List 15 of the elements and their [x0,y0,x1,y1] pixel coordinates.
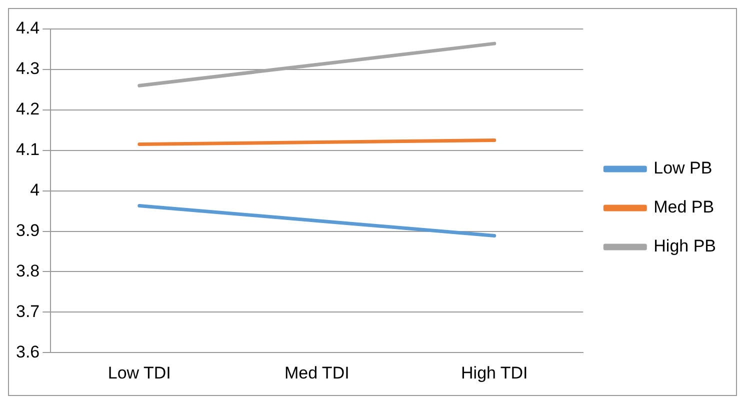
y-tick-label: 3.7 [16,302,40,321]
y-tick-label: 4.1 [16,140,40,160]
y-tick-label: 3.8 [16,261,40,280]
x-tick-label: Low TDI [108,363,171,382]
y-tick-label: 4 [30,180,40,200]
legend-label: High PB [654,236,716,256]
y-tick-label: 3.6 [16,342,40,362]
y-tick-label: 4.2 [16,100,40,119]
y-tick-label: 4.4 [16,18,40,38]
x-tick-label: High TDI [461,363,528,382]
y-tick-label: 3.9 [16,220,40,240]
legend-label: Low PB [654,158,712,178]
x-tick-label: Med TDI [284,363,350,382]
legend-label: Med PB [654,198,714,217]
y-tick-label: 4.3 [16,59,40,78]
